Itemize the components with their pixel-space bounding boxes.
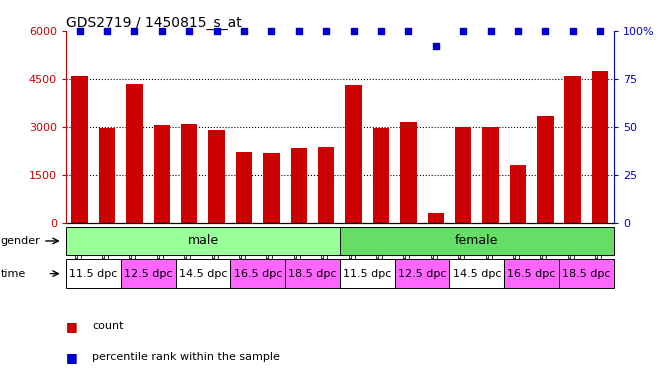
Point: [211, 28, 222, 34]
Point: [239, 28, 249, 34]
Point: [540, 28, 550, 34]
Text: 18.5 dpc: 18.5 dpc: [288, 268, 337, 279]
Point: [75, 28, 85, 34]
Bar: [290, 147, 307, 223]
Bar: [318, 147, 335, 223]
Point: [156, 28, 167, 34]
Bar: [176, 259, 230, 288]
Bar: [340, 227, 614, 255]
Bar: [373, 128, 389, 223]
Bar: [99, 128, 116, 223]
Text: time: time: [1, 268, 26, 279]
Point: [485, 28, 496, 34]
Text: gender: gender: [1, 236, 40, 246]
Bar: [428, 213, 444, 223]
Bar: [230, 259, 285, 288]
Text: 14.5 dpc: 14.5 dpc: [453, 268, 501, 279]
Bar: [510, 165, 526, 223]
Point: [568, 28, 578, 34]
Bar: [71, 76, 88, 223]
Point: [595, 28, 605, 34]
Bar: [449, 259, 504, 288]
Text: 12.5 dpc: 12.5 dpc: [124, 268, 172, 279]
Point: [458, 28, 469, 34]
Point: [403, 28, 414, 34]
Bar: [564, 76, 581, 223]
Text: count: count: [92, 321, 124, 331]
Bar: [504, 259, 559, 288]
Text: 11.5 dpc: 11.5 dpc: [343, 268, 391, 279]
Text: GDS2719 / 1450815_s_at: GDS2719 / 1450815_s_at: [66, 16, 242, 30]
Bar: [209, 130, 225, 223]
Bar: [395, 259, 449, 288]
Bar: [126, 84, 143, 223]
Text: female: female: [455, 235, 498, 247]
Point: [266, 28, 277, 34]
Text: percentile rank within the sample: percentile rank within the sample: [92, 352, 280, 362]
Bar: [66, 259, 121, 288]
Point: [376, 28, 386, 34]
Point: [102, 28, 112, 34]
Bar: [340, 259, 395, 288]
Point: [321, 28, 331, 34]
Text: male: male: [187, 235, 218, 247]
Point: [348, 28, 359, 34]
Point: [513, 28, 523, 34]
Bar: [400, 122, 416, 223]
Text: 14.5 dpc: 14.5 dpc: [179, 268, 227, 279]
Bar: [537, 116, 554, 223]
Bar: [592, 71, 609, 223]
Text: ■: ■: [66, 351, 78, 364]
Text: 16.5 dpc: 16.5 dpc: [234, 268, 282, 279]
Bar: [181, 124, 197, 223]
Text: 12.5 dpc: 12.5 dpc: [398, 268, 446, 279]
Bar: [121, 259, 176, 288]
Bar: [236, 152, 252, 223]
Bar: [263, 153, 280, 223]
Point: [129, 28, 140, 34]
Bar: [285, 259, 340, 288]
Bar: [559, 259, 614, 288]
Text: 18.5 dpc: 18.5 dpc: [562, 268, 610, 279]
Bar: [154, 125, 170, 223]
Point: [184, 28, 195, 34]
Point: [430, 43, 441, 49]
Text: ■: ■: [66, 320, 78, 333]
Bar: [482, 127, 499, 223]
Text: 16.5 dpc: 16.5 dpc: [508, 268, 556, 279]
Text: 11.5 dpc: 11.5 dpc: [69, 268, 117, 279]
Bar: [455, 127, 471, 223]
Point: [294, 28, 304, 34]
Bar: [66, 227, 340, 255]
Bar: [345, 85, 362, 223]
